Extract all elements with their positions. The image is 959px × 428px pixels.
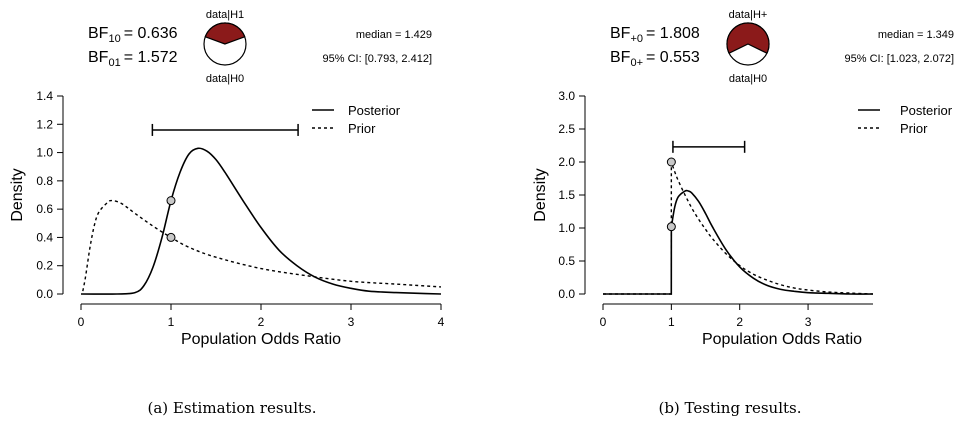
bf-0plus-text: BF0+ = 0.553 bbox=[610, 49, 700, 69]
prior-point bbox=[666, 157, 676, 167]
pie-label-h0: data|H0 bbox=[729, 73, 767, 85]
y-tick-label: 3.0 bbox=[558, 89, 575, 103]
ci-text: 95% CI: [1.023, 2.072] bbox=[845, 53, 954, 65]
y-ticks: 0.0 0.2 0.4 0.6 0.8 1.0 1.2 1.4 bbox=[36, 89, 63, 301]
y-tick-label: 0.8 bbox=[36, 174, 53, 188]
y-tick-label: 0.6 bbox=[36, 202, 53, 216]
legend: Posterior Prior bbox=[858, 103, 953, 136]
y-tick-label: 0.2 bbox=[36, 259, 53, 273]
pie-label-hplus: data|H+ bbox=[729, 9, 768, 21]
panel-testing: BF+0 = 1.808 BF0+ = 0.553 data|H+ data|H0 … bbox=[532, 9, 954, 417]
axes bbox=[584, 96, 873, 305]
pie-h1-slice bbox=[204, 22, 246, 45]
x-tick-label: 3 bbox=[805, 315, 812, 329]
credible-interval bbox=[672, 140, 746, 153]
bf01-text: BF01 = 1.572 bbox=[88, 49, 178, 69]
x-tick-label: 1 bbox=[668, 315, 675, 329]
x-tick-label: 4 bbox=[438, 315, 445, 329]
y-axis-label: Density bbox=[532, 168, 549, 221]
y-tick-label: 0.0 bbox=[558, 287, 575, 301]
pie-chart bbox=[726, 22, 770, 66]
pie-hplus-slice bbox=[726, 22, 770, 54]
posterior-curve bbox=[602, 189, 874, 295]
x-tick-label: 0 bbox=[600, 315, 607, 329]
y-tick-label: 1.0 bbox=[558, 221, 575, 235]
prior-point bbox=[166, 232, 176, 242]
legend-posterior-label: Posterior bbox=[900, 103, 953, 118]
y-tick-label: 1.5 bbox=[558, 188, 575, 202]
x-tick-label: 3 bbox=[348, 315, 355, 329]
x-ticks: 0 1 2 3 4 bbox=[78, 304, 445, 329]
y-axis-label: Density bbox=[9, 168, 26, 221]
x-tick-label: 0 bbox=[78, 315, 85, 329]
median-text: median = 1.349 bbox=[878, 29, 954, 41]
y-tick-label: 0.4 bbox=[36, 230, 53, 244]
pie-chart bbox=[203, 22, 247, 66]
prior-curve bbox=[602, 161, 874, 295]
median-text: median = 1.429 bbox=[356, 29, 432, 41]
y-tick-label: 0.5 bbox=[558, 254, 575, 268]
credible-interval bbox=[151, 123, 299, 136]
y-tick-label: 1.2 bbox=[36, 117, 53, 131]
x-axis-label: Population Odds Ratio bbox=[181, 331, 341, 348]
caption: (b) Testing results. bbox=[658, 399, 801, 417]
legend-posterior-label: Posterior bbox=[348, 103, 401, 118]
prior-curve bbox=[82, 199, 442, 292]
y-tick-label: 1.4 bbox=[36, 89, 53, 103]
y-tick-label: 2.0 bbox=[558, 155, 575, 169]
legend-prior-label: Prior bbox=[900, 121, 928, 136]
x-ticks: 0 1 2 3 bbox=[600, 304, 812, 329]
posterior-point bbox=[666, 222, 676, 232]
y-tick-label: 0.0 bbox=[36, 287, 53, 301]
x-tick-label: 2 bbox=[736, 315, 743, 329]
x-tick-label: 1 bbox=[168, 315, 175, 329]
y-ticks: 0.0 0.5 1.0 1.5 2.0 2.5 3.0 bbox=[558, 89, 585, 301]
y-tick-label: 2.5 bbox=[558, 122, 575, 136]
bf-plus0-text: BF+0 = 1.808 bbox=[610, 25, 700, 45]
y-tick-label: 1.0 bbox=[36, 146, 53, 160]
legend: Posterior Prior bbox=[312, 103, 401, 136]
ci-text: 95% CI: [0.793, 2.412] bbox=[323, 53, 432, 65]
posterior-curve bbox=[80, 147, 442, 295]
caption: (a) Estimation results. bbox=[147, 399, 316, 417]
panel-estimation: BF10 = 0.636 BF01 = 1.572 data|H1 data|H0 … bbox=[9, 9, 445, 417]
posterior-point bbox=[166, 196, 176, 206]
bf10-text: BF10 = 0.636 bbox=[88, 25, 178, 45]
legend-prior-label: Prior bbox=[348, 121, 376, 136]
axes bbox=[62, 96, 441, 305]
pie-label-h0: data|H0 bbox=[206, 73, 244, 85]
pie-label-h1: data|H1 bbox=[206, 9, 244, 21]
x-tick-label: 2 bbox=[258, 315, 265, 329]
x-axis-label: Population Odds Ratio bbox=[702, 331, 862, 348]
